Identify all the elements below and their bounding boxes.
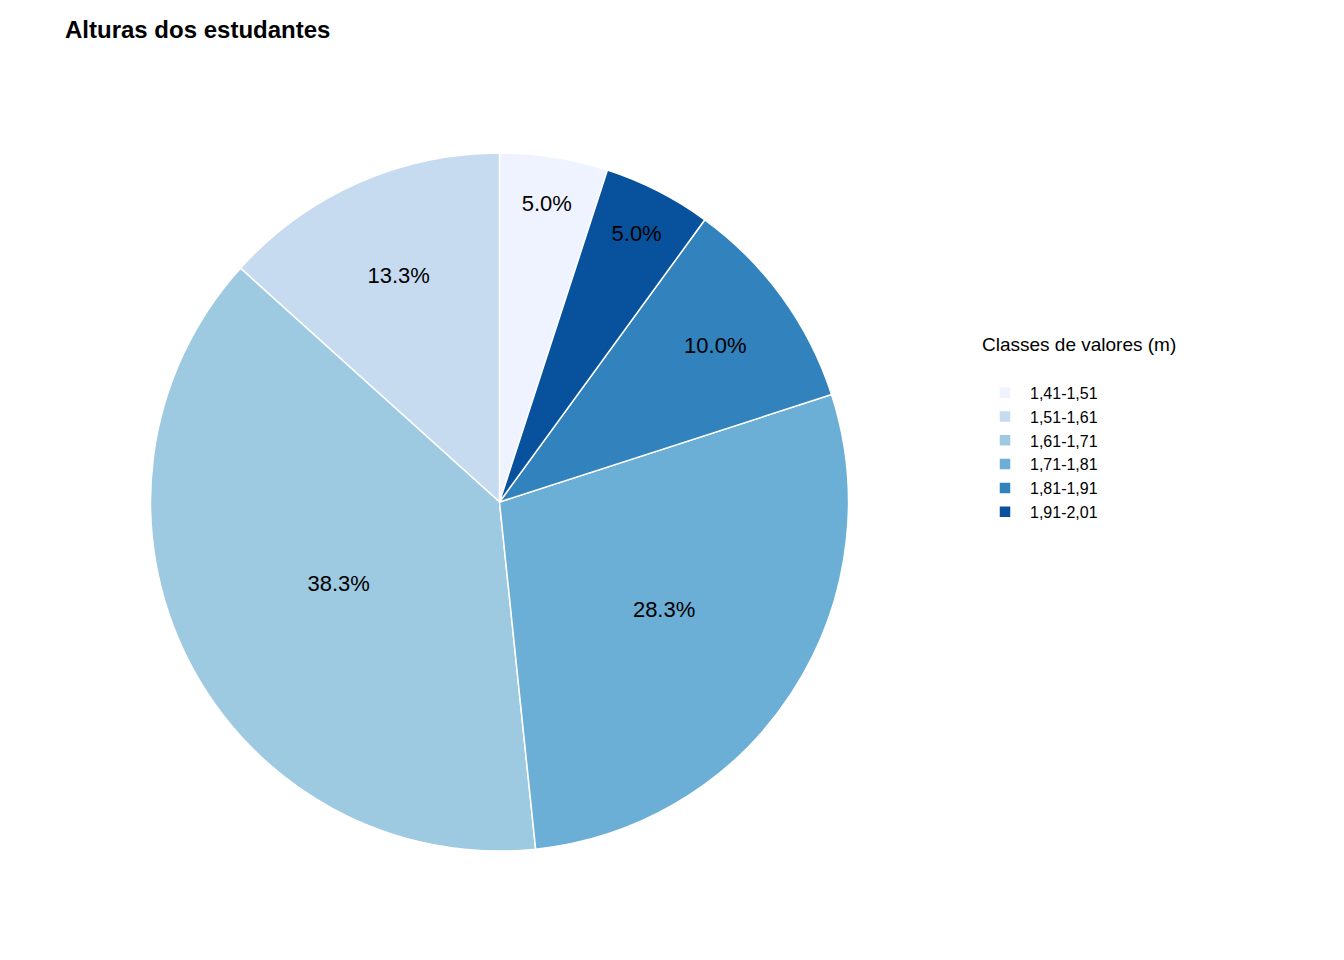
svg-text:10.0%: 10.0% bbox=[684, 333, 746, 358]
svg-text:Classes de valores (m): Classes de valores (m) bbox=[982, 334, 1176, 380]
svg-text:1,91-2,01: 1,91-2,01 bbox=[1030, 504, 1098, 521]
svg-text:5.0%: 5.0% bbox=[612, 221, 662, 246]
svg-text:5.0%: 5.0% bbox=[522, 191, 572, 216]
svg-text:1,81-1,91: 1,81-1,91 bbox=[1030, 480, 1098, 497]
svg-text:1,71-1,81: 1,71-1,81 bbox=[1030, 456, 1098, 473]
svg-text:1,41-1,51: 1,41-1,51 bbox=[1030, 385, 1098, 402]
svg-text:Alturas dos estudantes: Alturas dos estudantes bbox=[65, 16, 330, 43]
svg-text:38.3%: 38.3% bbox=[307, 571, 369, 596]
svg-text:1,61-1,71: 1,61-1,71 bbox=[1030, 433, 1098, 450]
svg-text:1,51-1,61: 1,51-1,61 bbox=[1030, 409, 1098, 426]
svg-text:13.3%: 13.3% bbox=[367, 263, 429, 288]
svg-text:28.3%: 28.3% bbox=[633, 597, 695, 622]
